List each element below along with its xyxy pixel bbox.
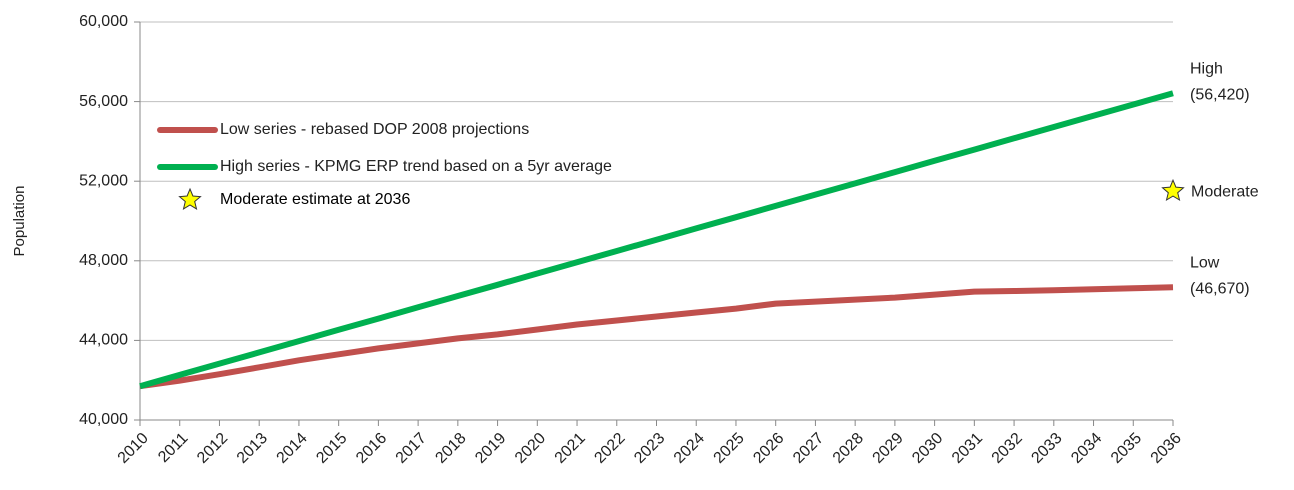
x-tick-label: 2023	[631, 430, 668, 467]
value-label: (56,420)	[1190, 86, 1250, 103]
x-tick-label: 2027	[790, 430, 827, 467]
x-tick-label: 2013	[234, 430, 271, 467]
x-tick-label: 2031	[949, 430, 986, 467]
end-label: High	[1190, 60, 1223, 77]
marker-star	[1161, 178, 1185, 202]
end-label: Low	[1190, 254, 1220, 271]
y-tick-label: 48,000	[79, 252, 128, 269]
marker-label: Moderate	[1191, 183, 1259, 200]
line-series	[139, 284, 1174, 390]
x-tick-label: 2034	[1068, 430, 1105, 467]
legend-label: High series - KPMG ERP trend based on a …	[220, 158, 612, 175]
x-tick-label: 2022	[591, 430, 628, 467]
value-label: (46,670)	[1190, 280, 1250, 297]
x-tick-label: 2011	[155, 430, 191, 466]
line-series	[139, 90, 1174, 390]
y-tick-label: 56,000	[79, 93, 128, 110]
x-tick-label: 2017	[393, 430, 430, 467]
x-tick-label: 2016	[353, 430, 390, 467]
x-tick-label: 2015	[313, 430, 350, 467]
x-tick-label: 2020	[512, 430, 549, 467]
legend-star	[178, 187, 202, 210]
x-tick-label: 2010	[115, 430, 152, 467]
x-tick-label: 2014	[274, 430, 311, 467]
x-tick-label: 2021	[552, 430, 589, 467]
legend-label: Moderate estimate at 2036	[220, 191, 410, 208]
x-tick-label: 2036	[1148, 430, 1185, 467]
y-axis-label: Population	[11, 186, 28, 257]
x-tick-label: 2012	[194, 430, 231, 467]
x-tick-label: 2028	[830, 430, 867, 467]
x-tick-label: 2019	[472, 430, 509, 467]
x-tick-label: 2026	[750, 430, 787, 467]
legend-label: Low series - rebased DOP 2008 projection…	[220, 121, 529, 138]
x-tick-label: 2030	[909, 430, 946, 467]
x-tick-label: 2035	[1108, 430, 1145, 467]
y-tick-label: 44,000	[79, 332, 128, 349]
x-tick-label: 2025	[711, 430, 748, 467]
x-tick-label: 2029	[870, 430, 907, 467]
y-tick-label: 52,000	[79, 172, 128, 189]
x-tick-label: 2024	[671, 430, 708, 467]
y-tick-label: 60,000	[79, 13, 128, 30]
y-tick-label: 40,000	[79, 411, 128, 428]
x-tick-label: 2018	[432, 430, 469, 467]
x-tick-label: 2032	[989, 430, 1026, 467]
x-tick-label: 2033	[1028, 430, 1065, 467]
